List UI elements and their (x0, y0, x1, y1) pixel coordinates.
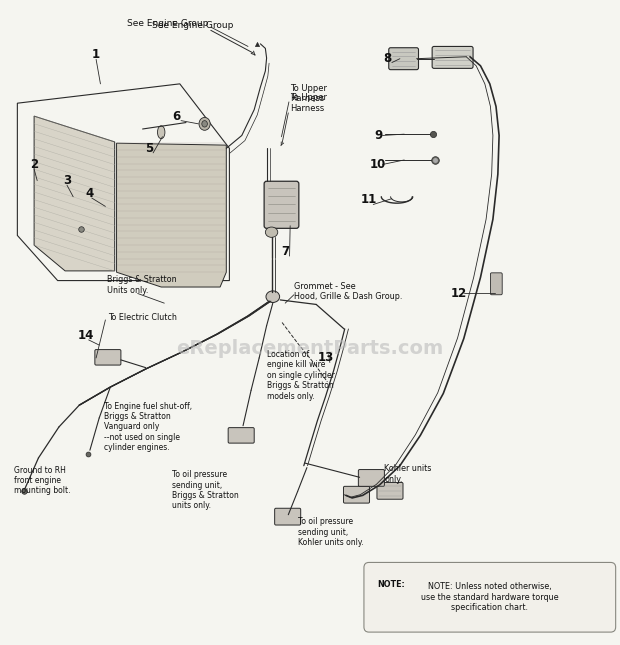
FancyBboxPatch shape (377, 482, 403, 499)
Text: 6: 6 (172, 110, 181, 123)
Ellipse shape (202, 121, 207, 127)
Text: Kohler units
only.: Kohler units only. (384, 464, 432, 484)
Text: 9: 9 (374, 129, 383, 142)
Text: Briggs & Stratton
Units only.: Briggs & Stratton Units only. (107, 275, 176, 295)
Text: To Upper
Harness: To Upper Harness (290, 84, 327, 103)
Ellipse shape (266, 291, 280, 303)
FancyBboxPatch shape (228, 428, 254, 443)
Text: To oil pressure
sending unit,
Briggs & Stratton
units only.: To oil pressure sending unit, Briggs & S… (172, 470, 239, 510)
Ellipse shape (157, 126, 165, 139)
Text: 7: 7 (281, 245, 290, 258)
FancyBboxPatch shape (275, 508, 301, 525)
Text: 2: 2 (30, 158, 38, 171)
Text: 11: 11 (361, 194, 377, 206)
FancyBboxPatch shape (95, 350, 121, 365)
Text: NOTE:: NOTE: (377, 580, 405, 589)
FancyBboxPatch shape (432, 46, 473, 68)
FancyBboxPatch shape (364, 562, 616, 632)
FancyBboxPatch shape (490, 273, 502, 295)
Text: 8: 8 (383, 52, 392, 64)
FancyBboxPatch shape (264, 181, 299, 228)
Text: To Upper
Harness: To Upper Harness (290, 94, 327, 113)
Ellipse shape (265, 227, 278, 237)
Text: 5: 5 (144, 142, 153, 155)
Text: NOTE: Unless noted otherwise,
use the standard hardware torque
specification cha: NOTE: Unless noted otherwise, use the st… (421, 582, 559, 612)
Ellipse shape (199, 117, 210, 130)
FancyBboxPatch shape (389, 48, 419, 70)
Text: See Engine Group: See Engine Group (151, 21, 233, 30)
Text: See Engine Group: See Engine Group (126, 19, 208, 28)
Text: 12: 12 (451, 287, 467, 300)
Text: 1: 1 (92, 48, 100, 61)
Text: To Electric Clutch: To Electric Clutch (108, 313, 177, 322)
Text: eReplacementParts.com: eReplacementParts.com (176, 339, 444, 358)
Text: Location of
engine kill wire
on single cylinder
Briggs & Stratton
models only.: Location of engine kill wire on single c… (267, 350, 334, 401)
Text: 10: 10 (370, 158, 386, 171)
Text: Ground to RH
front engine
mounting bolt.: Ground to RH front engine mounting bolt. (14, 466, 70, 495)
Polygon shape (34, 116, 115, 271)
Text: Grommet - See
Hood, Grille & Dash Group.: Grommet - See Hood, Grille & Dash Group. (294, 282, 403, 301)
FancyBboxPatch shape (343, 486, 370, 503)
Text: 13: 13 (317, 352, 334, 364)
FancyBboxPatch shape (358, 470, 384, 486)
Text: 14: 14 (78, 329, 94, 342)
Text: 4: 4 (86, 187, 94, 200)
Text: 3: 3 (63, 174, 71, 187)
Text: To Engine fuel shut-off,
Briggs & Stratton
Vanguard only
--not used on single
cy: To Engine fuel shut-off, Briggs & Stratt… (104, 402, 192, 452)
Text: To oil pressure
sending unit,
Kohler units only.: To oil pressure sending unit, Kohler uni… (298, 517, 363, 547)
Polygon shape (117, 143, 226, 287)
